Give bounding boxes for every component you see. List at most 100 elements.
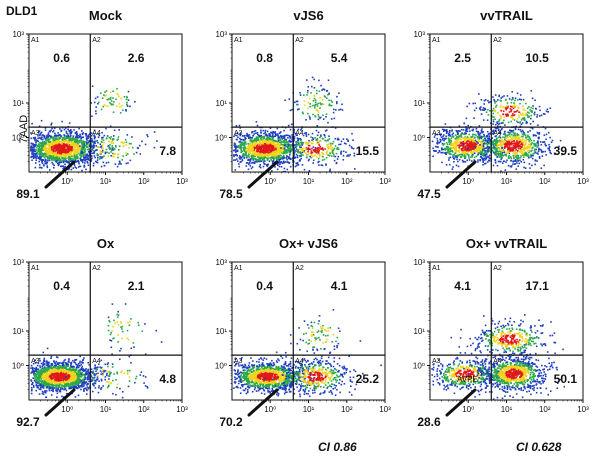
event-dot [462, 129, 465, 131]
event-dot [68, 162, 71, 165]
event-dot [51, 150, 53, 152]
event-dot [471, 152, 473, 155]
event-dot [287, 144, 290, 146]
event-dot [289, 109, 292, 112]
event-dot [291, 134, 293, 136]
event-dot [243, 143, 245, 146]
event-dot [303, 150, 305, 152]
event-dot [492, 150, 495, 153]
event-dot [500, 170, 502, 172]
event-dot [259, 164, 261, 166]
event-dot [65, 132, 68, 134]
event-dot [496, 146, 499, 148]
event-dot [497, 123, 500, 125]
event-dot [75, 157, 78, 160]
event-dot [471, 135, 474, 138]
event-dot [119, 106, 121, 108]
event-dot [321, 89, 323, 91]
event-dot [337, 155, 340, 158]
event-dot [81, 144, 84, 147]
event-dot [322, 138, 324, 140]
event-dot [549, 150, 551, 152]
event-dot [62, 147, 64, 149]
event-dot [81, 141, 84, 144]
event-dot [461, 159, 464, 162]
event-dot [461, 150, 464, 153]
event-dot [308, 139, 310, 142]
event-dot [59, 145, 61, 147]
event-dot [511, 140, 513, 143]
event-dot [475, 149, 478, 152]
event-dot [107, 105, 109, 108]
event-dot [495, 151, 497, 154]
event-dot [45, 163, 48, 165]
event-dot [99, 146, 102, 148]
event-dot [460, 133, 463, 136]
event-dot [46, 149, 48, 152]
event-dot [284, 99, 286, 102]
event-dot [516, 162, 518, 164]
event-dot [50, 155, 52, 157]
event-dot [287, 137, 289, 139]
event-dot [505, 161, 507, 163]
event-dot [260, 151, 263, 153]
event-dot [314, 101, 317, 104]
event-dot [251, 131, 253, 134]
event-dot [80, 137, 82, 140]
event-dot [317, 140, 319, 143]
event-dot [518, 146, 520, 148]
event-dot [86, 153, 88, 156]
event-dot [93, 101, 96, 104]
event-dot [60, 161, 63, 163]
event-dot [443, 139, 445, 142]
event-dot [280, 144, 282, 147]
event-dot [448, 148, 451, 150]
event-dot [524, 151, 526, 153]
event-dot [497, 99, 499, 101]
event-dot [296, 150, 299, 152]
event-dot [464, 132, 466, 134]
event-dot [321, 151, 323, 154]
event-dot [264, 140, 267, 142]
event-dot [445, 151, 447, 154]
event-dot [285, 149, 287, 151]
event-dot [266, 146, 268, 148]
event-dot [497, 160, 500, 163]
event-dot [448, 141, 450, 143]
event-dot [469, 144, 472, 147]
event-dot [288, 147, 290, 150]
event-dot [480, 135, 483, 138]
event-dot [246, 150, 248, 152]
event-dot [257, 156, 259, 158]
event-dot [328, 99, 330, 102]
event-dot [456, 131, 459, 134]
event-dot [540, 150, 543, 152]
event-dot [70, 129, 72, 131]
event-dot [296, 155, 299, 157]
event-dot [267, 153, 269, 156]
event-dot [510, 157, 513, 160]
event-dot [479, 145, 482, 147]
event-dot [526, 150, 529, 153]
event-dot [479, 136, 482, 138]
event-dot [458, 144, 460, 147]
event-dot [481, 153, 483, 156]
event-dot [294, 132, 296, 135]
event-dot [56, 152, 59, 154]
event-dot [280, 136, 283, 138]
event-dot [241, 154, 244, 156]
event-dot [296, 162, 299, 164]
event-dot [307, 144, 310, 147]
event-dot [259, 157, 261, 159]
event-dot [272, 160, 274, 163]
event-dot [472, 138, 475, 140]
event-dot [537, 140, 539, 142]
event-dot [43, 143, 45, 145]
event-dot [260, 157, 262, 160]
event-dot [268, 149, 270, 151]
event-dot [257, 143, 260, 146]
event-dot [251, 148, 253, 150]
event-dot [484, 155, 487, 157]
event-dot [471, 154, 473, 157]
event-dot [248, 162, 251, 165]
